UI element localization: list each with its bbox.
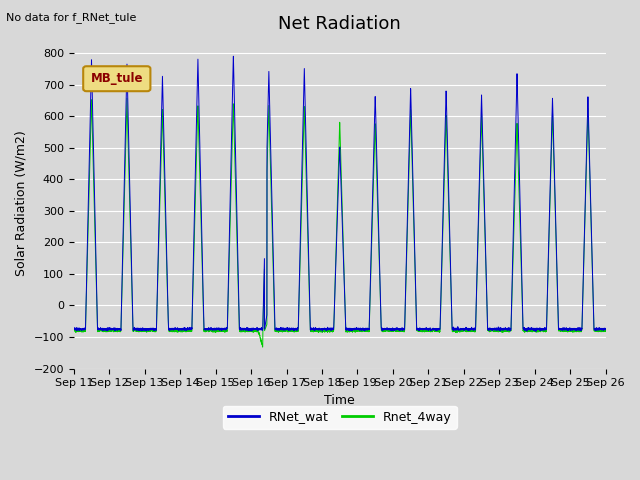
Line: Rnet_4way: Rnet_4way (74, 98, 605, 347)
Rnet_4way (602, 329, 609, 335)
RNet_wat (532, 329, 540, 335)
Rnet_4way (70, 327, 77, 333)
RNet_wat (602, 326, 609, 332)
Legend: RNet_wat, Rnet_4way: RNet_wat, Rnet_4way (223, 406, 456, 429)
Rnet_4way (429, 328, 437, 334)
Text: MB_tule: MB_tule (90, 72, 143, 85)
Title: Net Radiation: Net Radiation (278, 15, 401, 33)
RNet_wat (429, 325, 437, 331)
Rnet_4way (602, 327, 609, 333)
RNet_wat (320, 326, 328, 332)
RNet_wat (230, 53, 237, 59)
Rnet_4way (459, 328, 467, 334)
Rnet_4way (320, 328, 328, 334)
Y-axis label: Solar Radiation (W/m2): Solar Radiation (W/m2) (15, 130, 28, 276)
RNet_wat (602, 326, 609, 332)
RNet_wat (70, 325, 77, 331)
RNet_wat (489, 326, 497, 332)
RNet_wat (166, 326, 173, 332)
RNet_wat (459, 326, 467, 332)
X-axis label: Time: Time (324, 394, 355, 407)
Text: No data for f_RNet_tule: No data for f_RNet_tule (6, 12, 137, 23)
Rnet_4way (490, 328, 497, 334)
Rnet_4way (259, 344, 266, 350)
Rnet_4way (123, 96, 131, 101)
Line: RNet_wat: RNet_wat (74, 56, 605, 332)
Rnet_4way (166, 328, 173, 334)
